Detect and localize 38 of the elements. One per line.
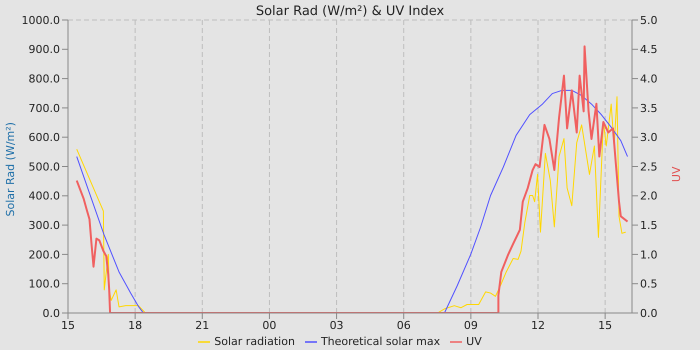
y2-tick-label: 4.5 [640, 43, 658, 56]
y2-tick-label: 0.5 [640, 278, 658, 291]
legend-label: UV [466, 335, 482, 348]
y-tick-label: 500.0 [28, 160, 60, 174]
chart-title: Solar Rad (W/m²) & UV Index [256, 4, 444, 19]
x-tick-label: 15 [598, 318, 612, 332]
y-tick-label: 900.0 [28, 43, 60, 56]
y2-tick-label: 1.5 [640, 219, 658, 232]
x-tick-label: 03 [330, 318, 344, 332]
y-tick-label: 0.0 [42, 306, 60, 320]
y-tick-label: 1000.0 [22, 14, 60, 27]
y2-axis-title: UV [670, 166, 683, 182]
y-tick-label: 400.0 [28, 190, 60, 203]
y2-tick-label: 1.0 [640, 248, 658, 262]
y-tick-label: 200.0 [28, 248, 60, 262]
y2-tick-label: 0.0 [640, 306, 658, 320]
y-tick-label: 100.0 [28, 278, 60, 291]
x-tick-label: 00 [262, 318, 276, 332]
x-tick-label: 15 [61, 318, 75, 332]
legend-label: Theoretical solar max [320, 335, 440, 348]
line-series [76, 45, 629, 313]
x-tick-label: 09 [464, 318, 478, 332]
y2-tick-label: 2.5 [640, 160, 658, 174]
y-tick-label: 700.0 [28, 102, 60, 115]
y2-tick-label: 2.0 [640, 190, 658, 203]
x-tick-label: 18 [128, 318, 142, 332]
y-tick-label: 300.0 [28, 219, 60, 232]
x-tick-label: 21 [195, 318, 210, 332]
y2-tick-label: 4.0 [640, 72, 658, 86]
x-tick-label: 06 [396, 318, 411, 332]
y-tick-label: 600.0 [28, 131, 60, 144]
legend-label: Solar radiation [214, 335, 295, 348]
y-axis-title: Solar Rad (W/m²) [4, 122, 17, 216]
y2-tick-label: 5.0 [640, 14, 658, 27]
y2-tick-label: 3.5 [640, 102, 658, 115]
y2-tick-label: 3.0 [640, 131, 658, 144]
x-tick-label: 12 [531, 318, 545, 332]
y-tick-label: 800.0 [28, 72, 60, 86]
